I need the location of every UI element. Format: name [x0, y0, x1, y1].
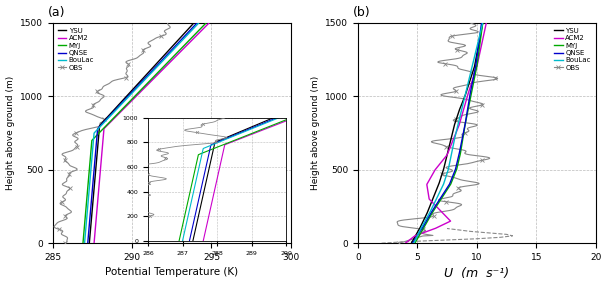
Legend: YSU, ACM2, MYJ, QNSE, BouLac, OBS: YSU, ACM2, MYJ, QNSE, BouLac, OBS — [553, 26, 592, 72]
Y-axis label: Height above ground (m): Height above ground (m) — [311, 76, 319, 190]
X-axis label: U  (m  s⁻¹): U (m s⁻¹) — [444, 267, 509, 281]
Legend: YSU, ACM2, MYJ, QNSE, BouLac, OBS: YSU, ACM2, MYJ, QNSE, BouLac, OBS — [56, 26, 96, 72]
Text: (a): (a) — [48, 5, 66, 19]
Y-axis label: Height above ground (m): Height above ground (m) — [5, 76, 15, 190]
X-axis label: Potential Temperature (K): Potential Temperature (K) — [105, 267, 239, 277]
Text: (b): (b) — [353, 5, 371, 19]
